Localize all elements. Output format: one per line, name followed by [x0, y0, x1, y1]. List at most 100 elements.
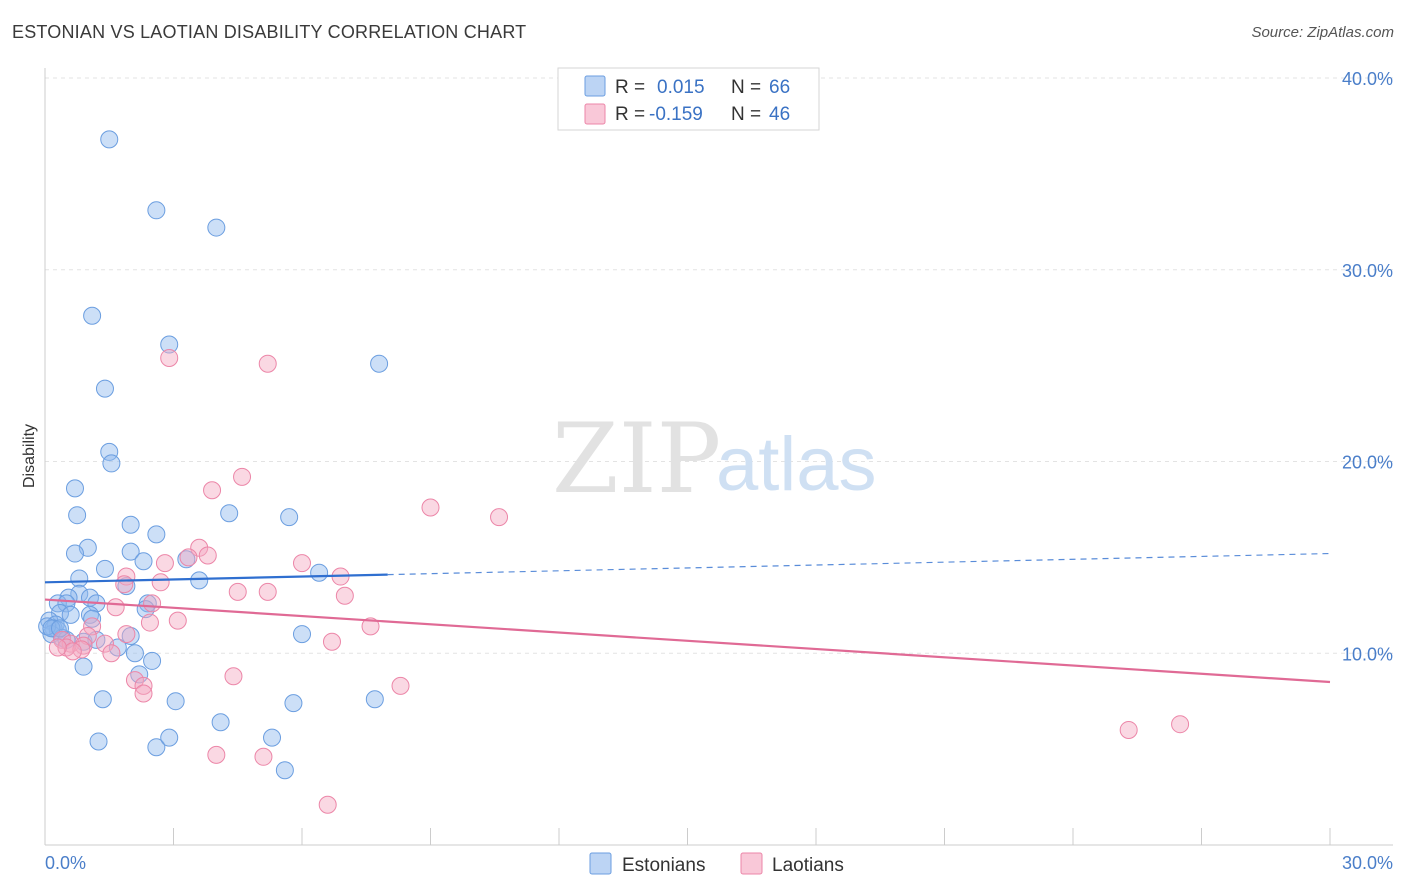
stats-legend: R = 0.015 N = 66 R = -0.159 N = 46 [557, 67, 820, 131]
point-laotians [207, 745, 226, 764]
point-estonians [50, 619, 69, 638]
point-estonians [275, 761, 294, 780]
point-estonians [89, 732, 108, 751]
point-estonians [370, 354, 389, 373]
point-estonians [147, 525, 166, 544]
point-laotians [233, 467, 252, 486]
watermark-atlas: atlas [716, 422, 877, 507]
x-tick-label: 30.0% [1342, 853, 1393, 873]
point-estonians [121, 515, 140, 534]
point-laotians [95, 634, 114, 653]
bottom-legend-label-estonians: Estonians [622, 855, 705, 876]
point-estonians [166, 692, 185, 711]
point-laotians [106, 598, 125, 617]
y-tick-label: 40.0% [1342, 69, 1393, 89]
legend-n-value-2: 46 [769, 104, 790, 125]
bottom-legend-label-laotians: Laotians [772, 855, 844, 876]
point-laotians [134, 676, 153, 695]
point-estonians [365, 690, 384, 709]
x-tick-label: 0.0% [45, 853, 86, 873]
point-laotians [48, 638, 67, 657]
point-laotians [83, 617, 102, 636]
point-laotians [322, 632, 341, 651]
bottom-legend-swatch-estonians [589, 852, 612, 875]
y-tick-labels: 10.0% 20.0% 30.0% 40.0% [1342, 69, 1393, 664]
point-laotians [224, 667, 243, 686]
point-estonians [160, 335, 179, 354]
point-laotians [134, 684, 153, 703]
trend-line-laotians [44, 598, 1331, 684]
point-estonians [95, 559, 114, 578]
point-estonians [293, 625, 311, 644]
point-estonians [83, 306, 102, 325]
point-laotians [155, 554, 174, 573]
source-label: Source: ZipAtlas.com [1251, 24, 1394, 41]
point-estonians [310, 563, 329, 582]
point-laotians [179, 548, 198, 567]
legend-r-label-2: R = [615, 104, 645, 125]
trend-lines [44, 552, 1331, 684]
point-laotians [151, 573, 170, 592]
watermark-zip: ZIP [552, 403, 721, 515]
point-laotians [490, 508, 509, 527]
point-laotians [115, 575, 134, 594]
point-laotians [198, 546, 217, 565]
point-estonians [207, 218, 226, 237]
point-laotians [361, 617, 380, 636]
legend-swatch-laotians [584, 103, 606, 125]
legend-n-value-1: 66 [769, 77, 790, 98]
y-tick-label: 10.0% [1342, 644, 1393, 664]
point-laotians [228, 582, 247, 601]
y-axis-label: Disability [21, 424, 38, 488]
point-laotians [102, 644, 121, 663]
point-estonians [74, 657, 93, 676]
point-laotians [140, 613, 159, 632]
legend-swatch-estonians [584, 75, 606, 97]
x-ticks [173, 828, 1331, 845]
grid-lines [45, 77, 1393, 654]
point-estonians [83, 609, 102, 628]
point-laotians [421, 498, 440, 517]
point-laotians [143, 594, 162, 613]
point-laotians [254, 747, 273, 766]
point-estonians [147, 738, 166, 757]
point-laotians [1119, 720, 1138, 739]
point-estonians [70, 569, 89, 588]
point-estonians [65, 544, 84, 563]
point-laotians [335, 586, 354, 605]
point-estonians [93, 690, 112, 709]
point-estonians [102, 454, 121, 473]
point-estonians [220, 504, 239, 523]
point-estonians [211, 713, 230, 732]
point-laotians [203, 481, 222, 500]
legend-n-label-2: N = [731, 104, 761, 125]
point-estonians [100, 130, 119, 149]
point-estonians [61, 605, 80, 624]
chart-title: ESTONIAN VS LAOTIAN DISABILITY CORRELATI… [12, 22, 527, 42]
axes [44, 68, 1393, 846]
point-laotians [1171, 715, 1190, 734]
scatter-points [38, 130, 1190, 814]
point-laotians [318, 795, 337, 814]
trend-line-extension-estonians [387, 552, 1331, 576]
point-estonians [190, 571, 209, 590]
point-laotians [63, 642, 82, 661]
legend-r-value-2: -0.159 [649, 104, 703, 125]
point-estonians [121, 542, 140, 561]
point-estonians [65, 479, 84, 498]
point-estonians [143, 651, 162, 670]
y-tick-label: 30.0% [1342, 261, 1393, 281]
legend-r-label-1: R = [615, 77, 645, 98]
point-estonians [160, 728, 179, 747]
bottom-legend: Estonians Laotians [589, 852, 844, 876]
point-estonians [100, 442, 119, 461]
point-laotians [160, 348, 179, 367]
point-laotians [258, 582, 277, 601]
watermark: ZIP atlas [552, 403, 877, 515]
point-estonians [280, 508, 299, 527]
point-laotians [258, 354, 277, 373]
point-estonians [95, 379, 114, 398]
point-estonians [125, 644, 144, 663]
point-laotians [117, 625, 136, 644]
